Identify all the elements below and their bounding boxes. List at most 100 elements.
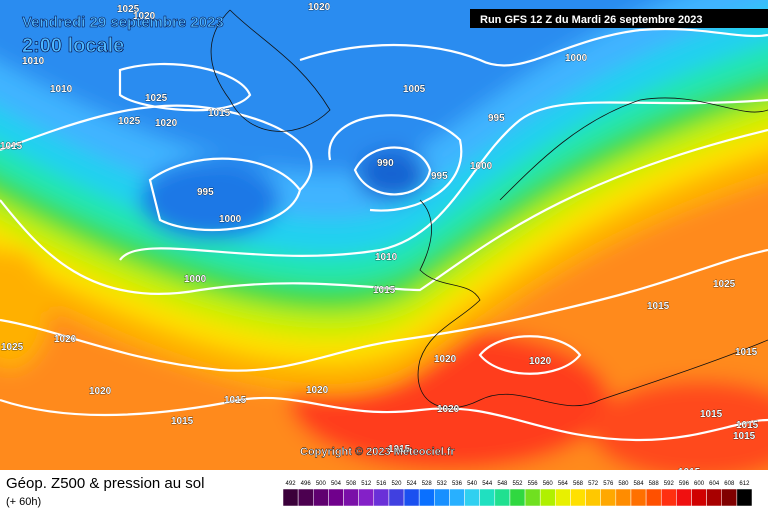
isobar-label: 1000 bbox=[565, 53, 588, 64]
scale-label: 584 bbox=[634, 481, 645, 487]
scale-label: 568 bbox=[573, 481, 584, 487]
scale-label: 508 bbox=[346, 481, 357, 487]
isobar-label: 1025 bbox=[117, 4, 140, 15]
scale-label: 536 bbox=[452, 481, 463, 487]
isobar-label: 1020 bbox=[155, 118, 178, 129]
scale-label: 592 bbox=[664, 481, 675, 487]
scale-label: 580 bbox=[618, 481, 629, 487]
isobar-label: 995 bbox=[431, 171, 448, 182]
scale-label: 516 bbox=[376, 481, 387, 487]
scale-label: 544 bbox=[482, 481, 493, 487]
scale-swatch bbox=[403, 488, 420, 507]
scale-label: 572 bbox=[588, 481, 599, 487]
scale-label: 560 bbox=[543, 481, 554, 487]
isobar bbox=[0, 248, 768, 372]
isobar-label: 1020 bbox=[133, 11, 156, 22]
isobar-label: 1000 bbox=[184, 274, 207, 285]
field-high bbox=[0, 250, 50, 370]
scale-label: 532 bbox=[437, 481, 448, 487]
scale-swatch bbox=[706, 488, 722, 507]
isobar bbox=[118, 62, 252, 112]
scale-swatch bbox=[418, 488, 435, 507]
field-low bbox=[357, 150, 427, 200]
scale-label: 512 bbox=[361, 481, 372, 487]
scale-swatch bbox=[509, 488, 526, 507]
scale-swatch bbox=[282, 488, 299, 507]
run-box bbox=[470, 9, 768, 28]
isobar bbox=[299, 27, 768, 67]
scale-label: 524 bbox=[407, 481, 418, 487]
isobar-label: 1015 bbox=[733, 431, 756, 442]
isobar-label: 1010 bbox=[22, 56, 45, 67]
isobar-label: 1015 bbox=[171, 416, 194, 427]
scale-swatch bbox=[539, 488, 556, 507]
isobar-label: 1015 bbox=[700, 409, 723, 420]
scale-swatch bbox=[736, 488, 753, 507]
isobar-label: 1015 bbox=[735, 347, 758, 358]
scale-swatch bbox=[449, 488, 465, 507]
isobar-label: 1000 bbox=[219, 214, 242, 225]
scale-swatch bbox=[328, 488, 344, 507]
field-band bbox=[0, 0, 667, 174]
isobar-label: 1015 bbox=[736, 420, 759, 431]
isobar-label: 1020 bbox=[54, 334, 77, 345]
isobar-label: 1015 bbox=[0, 141, 23, 152]
scale-label: 500 bbox=[316, 481, 327, 487]
scale-label: 556 bbox=[528, 481, 539, 487]
scale-swatch bbox=[660, 488, 677, 507]
isobar-label: 1020 bbox=[529, 356, 552, 367]
isobar-label: 995 bbox=[488, 113, 505, 124]
isobar bbox=[353, 146, 432, 196]
scale-swatch bbox=[464, 488, 480, 507]
scale-swatch bbox=[313, 488, 329, 507]
isobar bbox=[119, 98, 768, 261]
isobar-label: 1025 bbox=[1, 342, 24, 353]
scale-swatch bbox=[297, 488, 314, 507]
isobar-lines bbox=[0, 27, 768, 442]
isobar-label: 1010 bbox=[375, 252, 398, 263]
isobar bbox=[328, 114, 463, 212]
scale-swatch bbox=[645, 488, 662, 507]
scale-swatch bbox=[691, 488, 707, 507]
isobar-label: 1015 bbox=[388, 444, 411, 455]
isobar-label: 990 bbox=[377, 158, 394, 169]
scale-swatch bbox=[479, 488, 496, 507]
scale-swatch bbox=[358, 488, 375, 507]
scale-swatch bbox=[570, 488, 586, 507]
scale-label: 520 bbox=[391, 481, 402, 487]
footer-title: Géop. Z500 & pression au sol bbox=[6, 475, 204, 492]
isobar bbox=[148, 157, 302, 232]
scale-label: 588 bbox=[649, 481, 660, 487]
isobar-label: 1020 bbox=[434, 354, 457, 365]
scale-label: 612 bbox=[739, 481, 750, 487]
scale-label: 596 bbox=[679, 481, 690, 487]
coastlines bbox=[210, 9, 768, 409]
copyright: Copyright © 2023 Meteociel.fr bbox=[300, 446, 456, 458]
scale-label: 576 bbox=[603, 481, 614, 487]
isobar-label: 1020 bbox=[437, 404, 460, 415]
scale-swatch bbox=[676, 488, 692, 507]
scandinavia-coast bbox=[499, 97, 768, 201]
scale-label: 608 bbox=[724, 481, 735, 487]
scale-swatch bbox=[388, 488, 405, 507]
isobar-label: 1000 bbox=[470, 161, 493, 172]
scale-label: 528 bbox=[422, 481, 433, 487]
scale-label: 600 bbox=[694, 481, 705, 487]
isobar bbox=[478, 335, 582, 375]
isobar-label: 1020 bbox=[306, 385, 329, 396]
isobar-label: 1010 bbox=[50, 84, 73, 95]
europe-coast bbox=[417, 199, 768, 409]
isobar-label: 995 bbox=[197, 187, 214, 198]
local-time: 2:00 locale bbox=[22, 35, 124, 57]
scale-swatch bbox=[373, 488, 390, 507]
isobar bbox=[0, 128, 768, 296]
scale-label: 496 bbox=[301, 481, 312, 487]
scale-swatch bbox=[630, 488, 647, 507]
scale-swatch bbox=[343, 488, 359, 507]
isobar-label: 1015 bbox=[373, 285, 396, 296]
isobar-label: 1025 bbox=[713, 279, 736, 290]
field-red bbox=[590, 380, 768, 480]
scale-label: 564 bbox=[558, 481, 569, 487]
scale-label: 552 bbox=[512, 481, 523, 487]
